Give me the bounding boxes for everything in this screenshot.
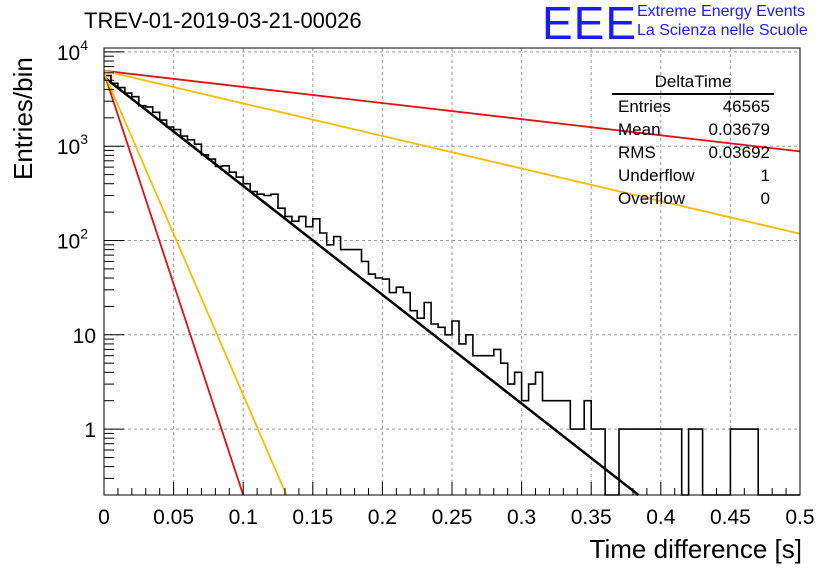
x-tick-label: 0.05 (153, 506, 194, 529)
x-tick-label: 0.3 (507, 506, 536, 529)
x-tick-label: 0.4 (646, 506, 676, 529)
x-tick-label: 0.35 (571, 506, 612, 529)
y-tick-label: 104 (57, 37, 88, 65)
stats-row-underflow: Underflow 1 (612, 164, 774, 187)
x-tick-label: 0 (98, 506, 110, 529)
y-tick-labels: 1 10 102 103 104 (57, 37, 96, 442)
axis-ticks (103, 51, 801, 496)
x-tick-label: 0.2 (368, 506, 397, 529)
stats-row-overflow: Overflow 0 (612, 187, 774, 210)
x-tick-label: 0.15 (292, 506, 333, 529)
stats-row-mean: Mean 0.03679 (612, 118, 774, 141)
stats-row-rms: RMS 0.03692 (612, 141, 774, 164)
stats-label: Overflow (618, 189, 686, 208)
y-axis-label: Entries/bin (8, 57, 38, 180)
x-axis-label: Time difference [s] (589, 534, 802, 564)
stats-header: DeltaTime (612, 72, 774, 95)
stats-label: RMS (618, 143, 656, 162)
y-tick-label: 103 (57, 131, 88, 159)
fit-line-3 (103, 72, 245, 496)
stats-value: 46565 (722, 97, 770, 116)
logo-line-1: Extreme Energy Events (637, 3, 806, 20)
fit-line-4 (103, 72, 288, 496)
stats-value: 0.03692 (708, 143, 770, 162)
x-tick-labels: 0 0.05 0.1 0.15 0.2 0.25 0.3 0.35 0.4 0.45 0.5 (98, 506, 814, 529)
fit-curves (103, 69, 801, 496)
x-tick-label: 0.45 (710, 506, 751, 529)
logo-line-2: La Scienza nelle Scuole (637, 22, 808, 39)
chart-title: TREV-01-2019-03-21-00026 (84, 8, 362, 33)
fit-line-1 (103, 69, 801, 153)
x-tick-label: 0.1 (229, 506, 258, 529)
stats-label: Entries (618, 97, 671, 116)
y-tick-label: 102 (57, 225, 88, 253)
stats-label: Underflow (618, 166, 695, 185)
x-tick-label: 0.5 (785, 506, 814, 529)
stats-value: 1 (760, 166, 770, 185)
x-tick-label: 0.25 (432, 506, 473, 529)
fit-line-2 (103, 69, 801, 235)
eee-logo: EEE (542, 0, 638, 49)
fit-line-0 (103, 76, 640, 496)
stats-label: Mean (618, 120, 661, 139)
y-tick-label: 10 (73, 325, 96, 348)
stats-value: 0 (760, 189, 770, 208)
y-tick-label: 1 (84, 419, 96, 442)
stats-value: 0.03679 (708, 120, 770, 139)
stats-row-entries: Entries 46565 (612, 95, 774, 118)
stats-box: DeltaTime Entries 46565 Mean 0.03679 RMS 0.… (612, 72, 774, 210)
